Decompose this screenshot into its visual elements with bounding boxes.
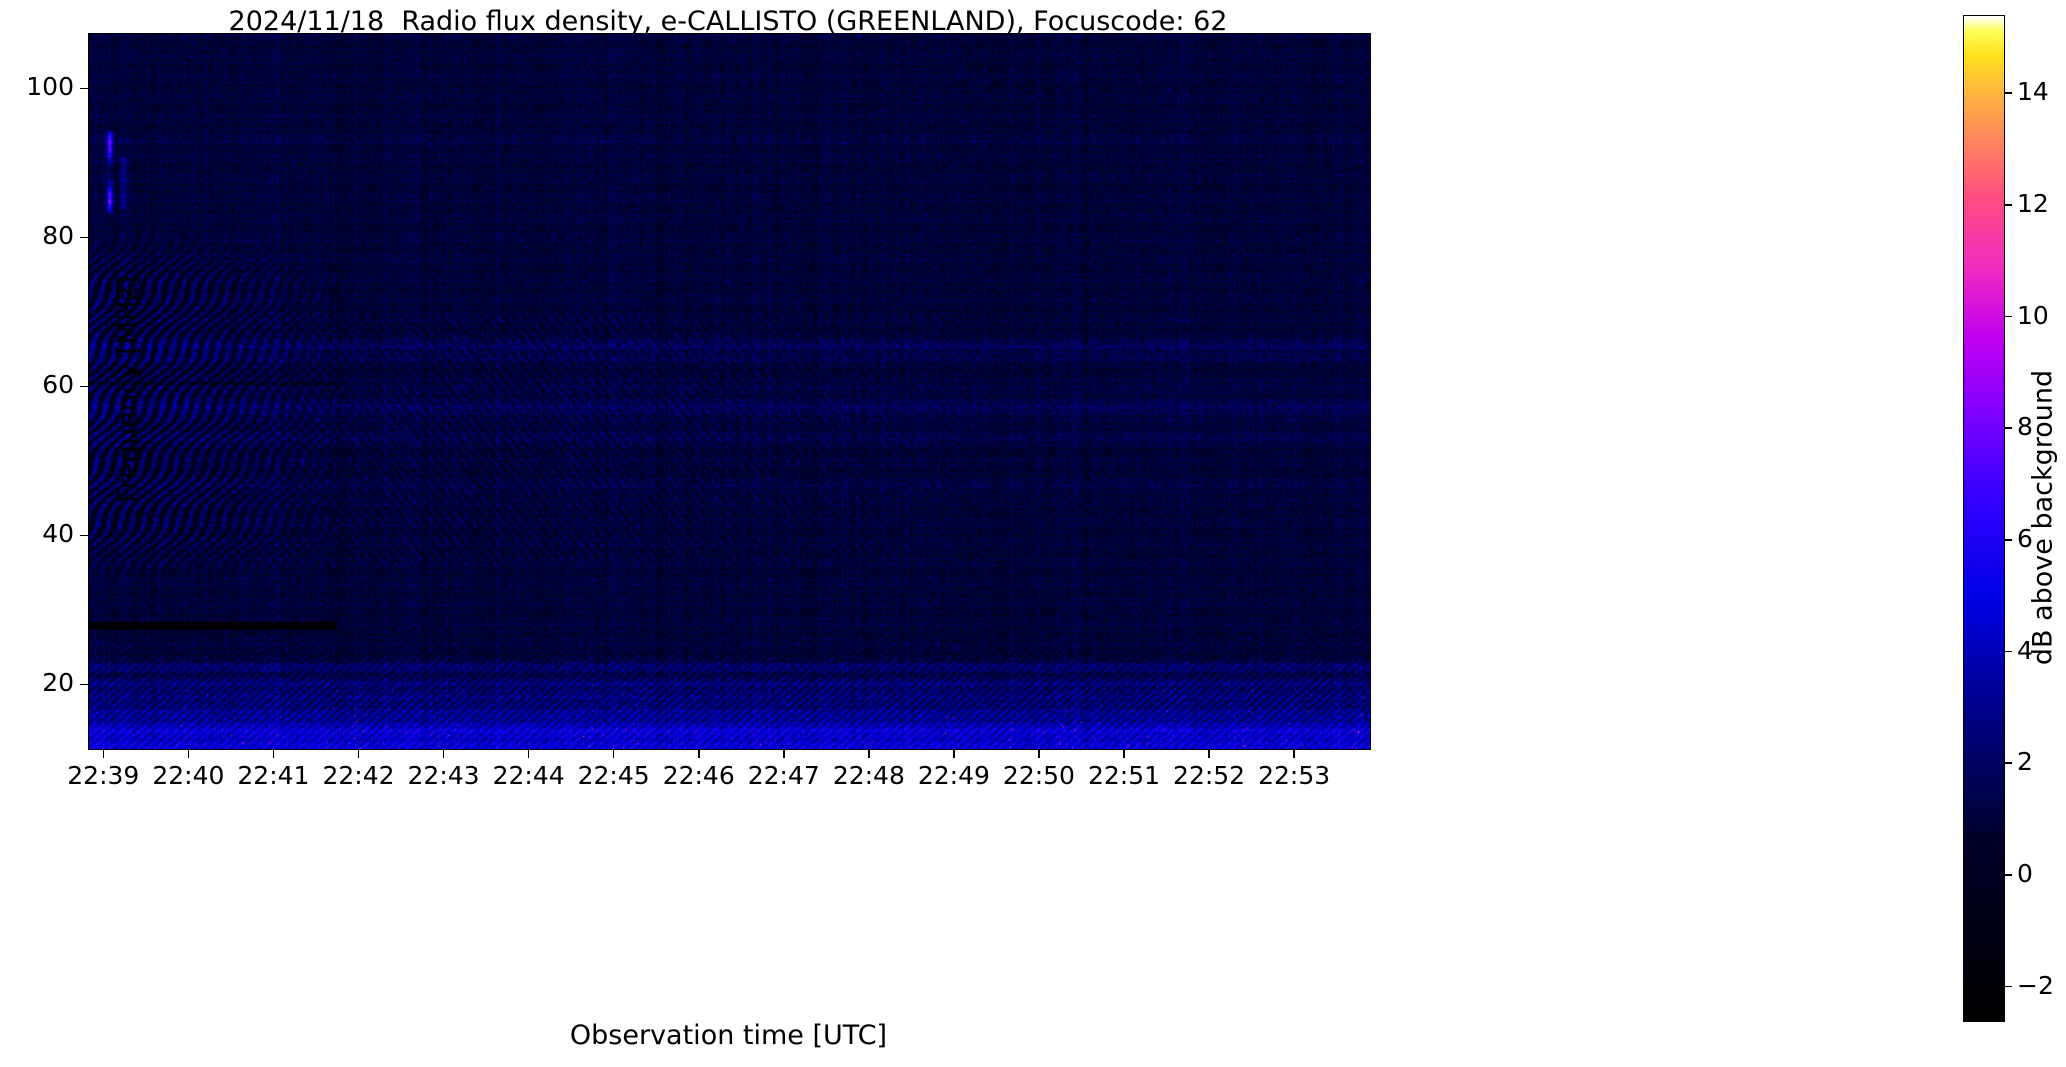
colorbar-tick-label: 8 bbox=[2017, 412, 2033, 442]
colorbar-tick-mark bbox=[2004, 874, 2012, 876]
x-tick-mark bbox=[357, 750, 360, 758]
y-tick-mark bbox=[80, 385, 88, 388]
y-tick-label: 40 bbox=[42, 518, 74, 548]
x-tick-label: 22:48 bbox=[832, 761, 905, 790]
colorbar-tick-label: 14 bbox=[2017, 77, 2049, 107]
x-tick-mark bbox=[102, 750, 105, 758]
x-tick-mark bbox=[1123, 750, 1125, 758]
colorbar-tick-mark bbox=[2004, 539, 2012, 541]
x-tick-mark bbox=[1208, 750, 1210, 758]
colorbar-tick-mark bbox=[2004, 762, 2012, 764]
colorbar-tick-label: 4 bbox=[2017, 635, 2033, 665]
y-tick-mark bbox=[80, 87, 88, 90]
colorbar-tick-mark bbox=[2004, 427, 2012, 429]
x-tick-label: 22:46 bbox=[662, 761, 735, 790]
x-tick-label: 22:43 bbox=[407, 761, 480, 790]
x-tick-mark bbox=[1293, 750, 1295, 758]
colorbar-tick-label: 10 bbox=[2017, 300, 2049, 330]
colorbar-tick-mark bbox=[2004, 204, 2012, 206]
y-tick-mark bbox=[80, 236, 88, 239]
x-tick-label: 22:44 bbox=[492, 761, 565, 790]
x-tick-mark bbox=[868, 750, 870, 758]
x-tick-mark bbox=[527, 750, 530, 758]
colorbar-tick-label: 6 bbox=[2017, 523, 2033, 553]
colorbar-tick-mark bbox=[2004, 985, 2012, 988]
x-axis-label: Observation time [UTC] bbox=[569, 1020, 888, 1051]
y-tick-label: 100 bbox=[26, 71, 74, 101]
y-axis-label: Frequency [MHz] bbox=[112, 276, 144, 503]
colorbar-tick-mark bbox=[2004, 315, 2012, 318]
x-tick-mark bbox=[697, 750, 700, 758]
page-title: 2024/11/18 Radio flux density, e-CALLIST… bbox=[228, 6, 1228, 37]
x-tick-mark bbox=[1038, 750, 1040, 758]
x-tick-label: 22:45 bbox=[577, 761, 650, 790]
x-tick-mark bbox=[442, 750, 445, 758]
x-tick-label: 22:51 bbox=[1087, 761, 1161, 790]
colorbar-tick-mark bbox=[2004, 650, 2012, 653]
colorbar[interactable] bbox=[1963, 15, 2005, 1022]
y-tick-mark bbox=[80, 683, 88, 686]
x-tick-label: 22:47 bbox=[747, 761, 820, 790]
colorbar-label: dB above background bbox=[2027, 369, 2059, 666]
x-tick-label: 22:40 bbox=[152, 761, 225, 790]
x-tick-label: 22:50 bbox=[1002, 761, 1075, 790]
x-tick-label: 22:49 bbox=[917, 761, 990, 790]
spectrogram-image bbox=[89, 34, 1370, 749]
y-tick-mark bbox=[80, 534, 88, 537]
colorbar-tick-label: −2 bbox=[2017, 970, 2054, 1000]
x-tick-label: 22:39 bbox=[67, 761, 140, 790]
colorbar-tick-label: 2 bbox=[2017, 747, 2033, 777]
y-tick-label: 20 bbox=[42, 667, 74, 697]
colorbar-tick-label: 12 bbox=[2017, 188, 2049, 218]
x-tick-mark bbox=[612, 750, 615, 758]
colorbar-tick-label: 0 bbox=[2017, 858, 2033, 888]
colorbar-gradient bbox=[1964, 16, 2004, 1021]
y-tick-label: 80 bbox=[42, 220, 74, 250]
x-tick-label: 22:42 bbox=[322, 761, 395, 790]
x-tick-mark bbox=[953, 750, 955, 758]
x-tick-label: 22:52 bbox=[1173, 761, 1246, 790]
spectrogram-plot[interactable] bbox=[88, 33, 1371, 750]
x-tick-mark bbox=[187, 750, 190, 758]
y-tick-label: 60 bbox=[42, 369, 74, 399]
x-tick-label: 22:53 bbox=[1258, 761, 1331, 790]
colorbar-tick-mark bbox=[2004, 92, 2012, 94]
x-tick-label: 22:41 bbox=[237, 761, 310, 790]
x-tick-mark bbox=[782, 750, 785, 758]
x-tick-mark bbox=[272, 750, 275, 758]
